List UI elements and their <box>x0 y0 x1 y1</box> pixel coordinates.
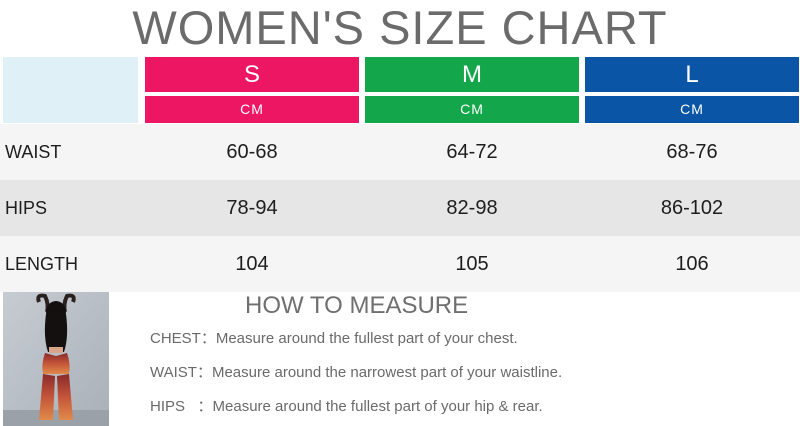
size-s-header: S <box>145 57 359 92</box>
cell-value-s: 104 <box>235 253 269 275</box>
how-to-measure-title: HOW TO MEASURE <box>245 292 469 319</box>
measure-key: CHEST： <box>150 330 216 347</box>
size-l-unit: CM <box>585 96 799 123</box>
cell-value-s: 78-94 <box>226 197 278 219</box>
chart-title: WOMEN'S SIZE CHART <box>132 1 668 54</box>
table-row-hips: HIPS 78-94 82-98 86-102 <box>0 180 800 236</box>
table-row-waist: WAIST 60-68 64-72 68-76 <box>0 124 800 180</box>
header-blank-cell <box>3 57 138 123</box>
size-l-header: L <box>585 57 799 92</box>
size-m-header: M <box>365 57 579 92</box>
cell-value-m: 64-72 <box>446 141 498 163</box>
row-label: LENGTH <box>5 254 79 274</box>
size-m-unit: CM <box>365 96 579 123</box>
cell-value-m: 82-98 <box>446 197 498 219</box>
model-photo <box>3 292 109 426</box>
model-back-view-icon <box>3 292 109 426</box>
cell-value-m: 105 <box>455 253 489 275</box>
measure-text: Measure around the fullest part of your … <box>212 398 543 415</box>
measure-item-hips: HIPS ：Measure around the fullest part of… <box>150 396 543 418</box>
measure-text: Measure around the fullest part of your … <box>215 330 518 347</box>
measure-key: HIPS ： <box>150 398 213 415</box>
row-label: WAIST <box>5 142 62 162</box>
cell-value-l: 86-102 <box>660 197 724 219</box>
measure-text: Measure around the narrowest part of you… <box>211 364 563 381</box>
measure-item-waist: WAIST：Measure around the narrowest part … <box>150 362 562 384</box>
cell-value-s: 60-68 <box>226 141 278 163</box>
size-s-unit: CM <box>145 96 359 123</box>
cell-value-l: 106 <box>675 253 709 275</box>
row-label: HIPS <box>5 198 48 218</box>
cell-value-l: 68-76 <box>666 141 718 163</box>
measure-item-chest: CHEST：Measure around the fullest part of… <box>150 328 518 350</box>
measure-key: WAIST： <box>150 364 212 381</box>
table-row-length: LENGTH 104 105 106 <box>0 236 800 292</box>
